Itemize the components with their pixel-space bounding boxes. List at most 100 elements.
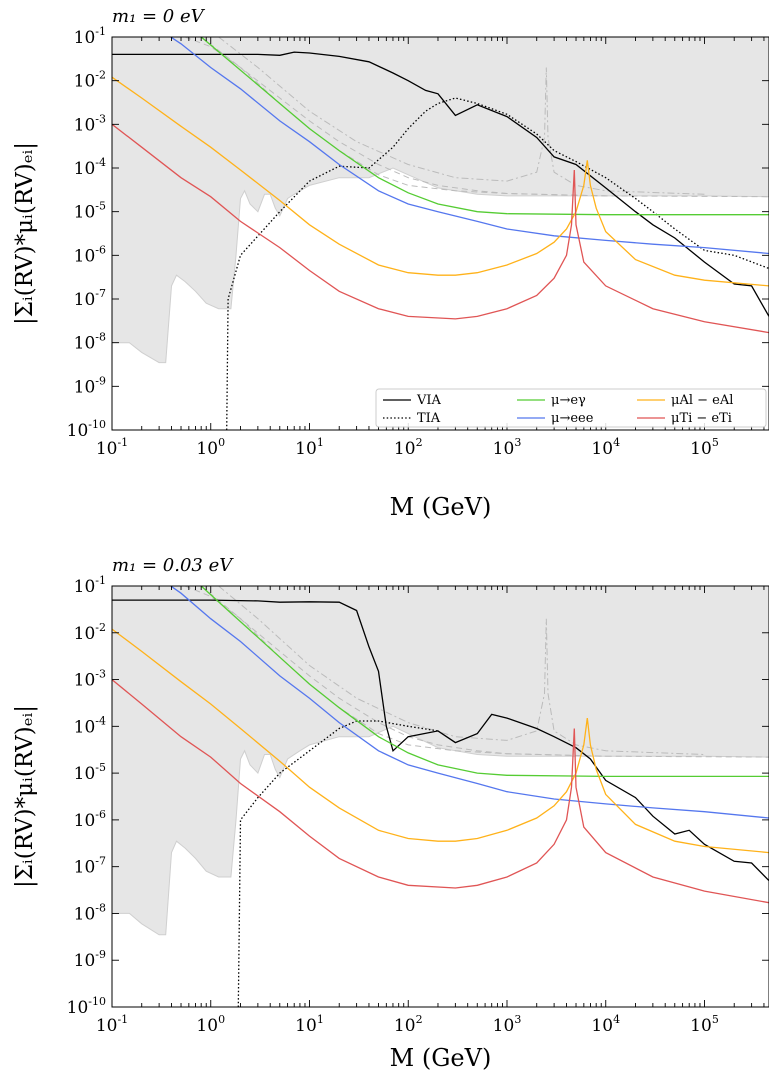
plot-frame (111, 585, 769, 1008)
x-tick-label: 103 (493, 1013, 522, 1036)
y-tick-label-base: 10 (74, 717, 96, 737)
y-tick-label-base: 10 (74, 28, 96, 48)
series-line-eee-3 (169, 586, 769, 819)
x-tick-label-base: 10 (394, 1016, 416, 1036)
x-tick-label: 102 (394, 436, 423, 459)
y-tick-label-exponent: -6 (95, 243, 106, 256)
chart-panel-2: 10-1 100 101 102 103 104 10510-1010-910-810-71… (12, 555, 769, 1072)
y-tick-label-base: 10 (67, 998, 89, 1018)
legend-box (375, 388, 767, 428)
y-tick-label-exponent: -4 (95, 156, 106, 169)
excluded-region (112, 586, 769, 936)
x-tick-label-exponent: 5 (712, 436, 719, 449)
y-tick-label-base: 10 (74, 72, 96, 92)
y-tick-label-exponent: -1 (95, 25, 106, 38)
x-tick-label-base: 10 (493, 1016, 515, 1036)
series-line-via-0 (112, 51, 769, 317)
y-tick-label-exponent: -7 (95, 287, 106, 300)
plot-frame (111, 36, 769, 431)
x-tick-label-base: 10 (295, 439, 317, 459)
x-tick-label: 105 (690, 1013, 719, 1036)
x-tick-label-exponent: 0 (218, 436, 225, 449)
x-tick-label: 10-1 (96, 1013, 128, 1036)
x-tick-label-exponent: 5 (712, 1013, 719, 1026)
x-tick-label: 104 (591, 1013, 620, 1036)
y-tick-label-base: 10 (74, 203, 96, 223)
x-tick-label-base: 10 (591, 439, 613, 459)
series-line-e-2 (199, 37, 769, 216)
x-tick-label-base: 10 (591, 1016, 613, 1036)
y-tick-label-base: 10 (74, 904, 96, 924)
y-tick-label: 10-2 (74, 69, 106, 92)
x-tick-label-base: 10 (295, 1016, 317, 1036)
x-tick-label-exponent: 4 (613, 1013, 620, 1026)
y-tick-label-base: 10 (74, 246, 96, 266)
y-tick-label-exponent: -1 (95, 574, 106, 587)
x-tick-label-exponent: -1 (117, 1013, 128, 1026)
x-tick-label-exponent: 1 (317, 1013, 324, 1026)
y-tick-label-exponent: -6 (95, 808, 106, 821)
y-tick-label-exponent: -5 (95, 761, 106, 774)
y-tick-label-base: 10 (74, 159, 96, 179)
y-tick-label: 10-10 (67, 418, 106, 441)
legend-entry-label: μAl − eAl (671, 393, 733, 408)
y-tick-label: 10-7 (74, 287, 106, 310)
y-tick-label-base: 10 (74, 577, 96, 597)
y-tick-label-exponent: -3 (95, 668, 106, 681)
series-line-aleal-4 (112, 628, 769, 854)
y-tick-label-base: 10 (74, 624, 96, 644)
x-tick-label: 10-1 (96, 436, 128, 459)
series-line-eee-3 (169, 37, 769, 255)
x-tick-label-exponent: -1 (117, 436, 128, 449)
y-tick-label: 10-9 (74, 948, 106, 971)
x-tick-label-base: 10 (196, 1016, 218, 1036)
y-tick-label-exponent: -2 (95, 621, 106, 634)
panel-title: m₁ = 0 eV (112, 6, 206, 27)
x-tick-label: 105 (690, 436, 719, 459)
x-tick-label-exponent: 0 (218, 1013, 225, 1026)
y-tick-label: 10-4 (74, 156, 106, 179)
series-line-aleal-4 (112, 76, 769, 287)
y-tick-label-exponent: -7 (95, 855, 106, 868)
y-tick-label-base: 10 (74, 858, 96, 878)
y-tick-label-base: 10 (74, 951, 96, 971)
y-tick-label-base: 10 (74, 764, 96, 784)
x-tick-label-base: 10 (96, 1016, 118, 1036)
x-tick-label: 103 (493, 436, 522, 459)
y-tick-label: 10-6 (74, 808, 106, 831)
series-line-e-2 (199, 586, 769, 778)
y-tick-label-base: 10 (74, 811, 96, 831)
x-tick-label-exponent: 2 (416, 1013, 423, 1026)
y-tick-label-exponent: -8 (95, 331, 106, 344)
series-line-via-0 (112, 599, 769, 882)
x-tick-label-base: 10 (690, 1016, 712, 1036)
y-tick-label-exponent: -9 (95, 948, 106, 961)
x-tick-label: 104 (591, 436, 620, 459)
x-tick-label: 102 (394, 1013, 423, 1036)
y-tick-label-base: 10 (74, 377, 96, 397)
legend-entry-label: μ→eγ (551, 393, 586, 408)
y-tick-label-base: 10 (74, 290, 96, 310)
y-tick-label: 10-8 (74, 331, 106, 354)
x-tick-label-exponent: 3 (514, 1013, 521, 1026)
x-tick-label: 101 (295, 1013, 324, 1036)
y-tick-label-exponent: -9 (95, 374, 106, 387)
legend-entry-label: μ→eee (551, 411, 594, 426)
y-tick-label-base: 10 (74, 115, 96, 135)
y-tick-label: 10-7 (74, 855, 106, 878)
x-tick-label: 100 (196, 1013, 225, 1036)
x-tick-label-base: 10 (493, 439, 515, 459)
chart-panel-1: 10-1 100 101 102 103 104 10510-1010-910-810-71… (12, 6, 769, 521)
y-tick-label-exponent: -3 (95, 112, 106, 125)
y-tick-label-exponent: -10 (88, 418, 106, 431)
y-tick-label-exponent: -4 (95, 714, 106, 727)
y-tick-label: 10-5 (74, 200, 106, 223)
y-tick-label: 10-3 (74, 668, 106, 691)
x-tick-label: 100 (196, 436, 225, 459)
y-tick-label: 10-3 (74, 112, 106, 135)
y-tick-label: 10-1 (74, 25, 106, 48)
x-axis-label: M (GeV) (390, 493, 492, 521)
legend-entry-label: VIA (416, 393, 442, 408)
y-tick-label-base: 10 (67, 421, 89, 441)
